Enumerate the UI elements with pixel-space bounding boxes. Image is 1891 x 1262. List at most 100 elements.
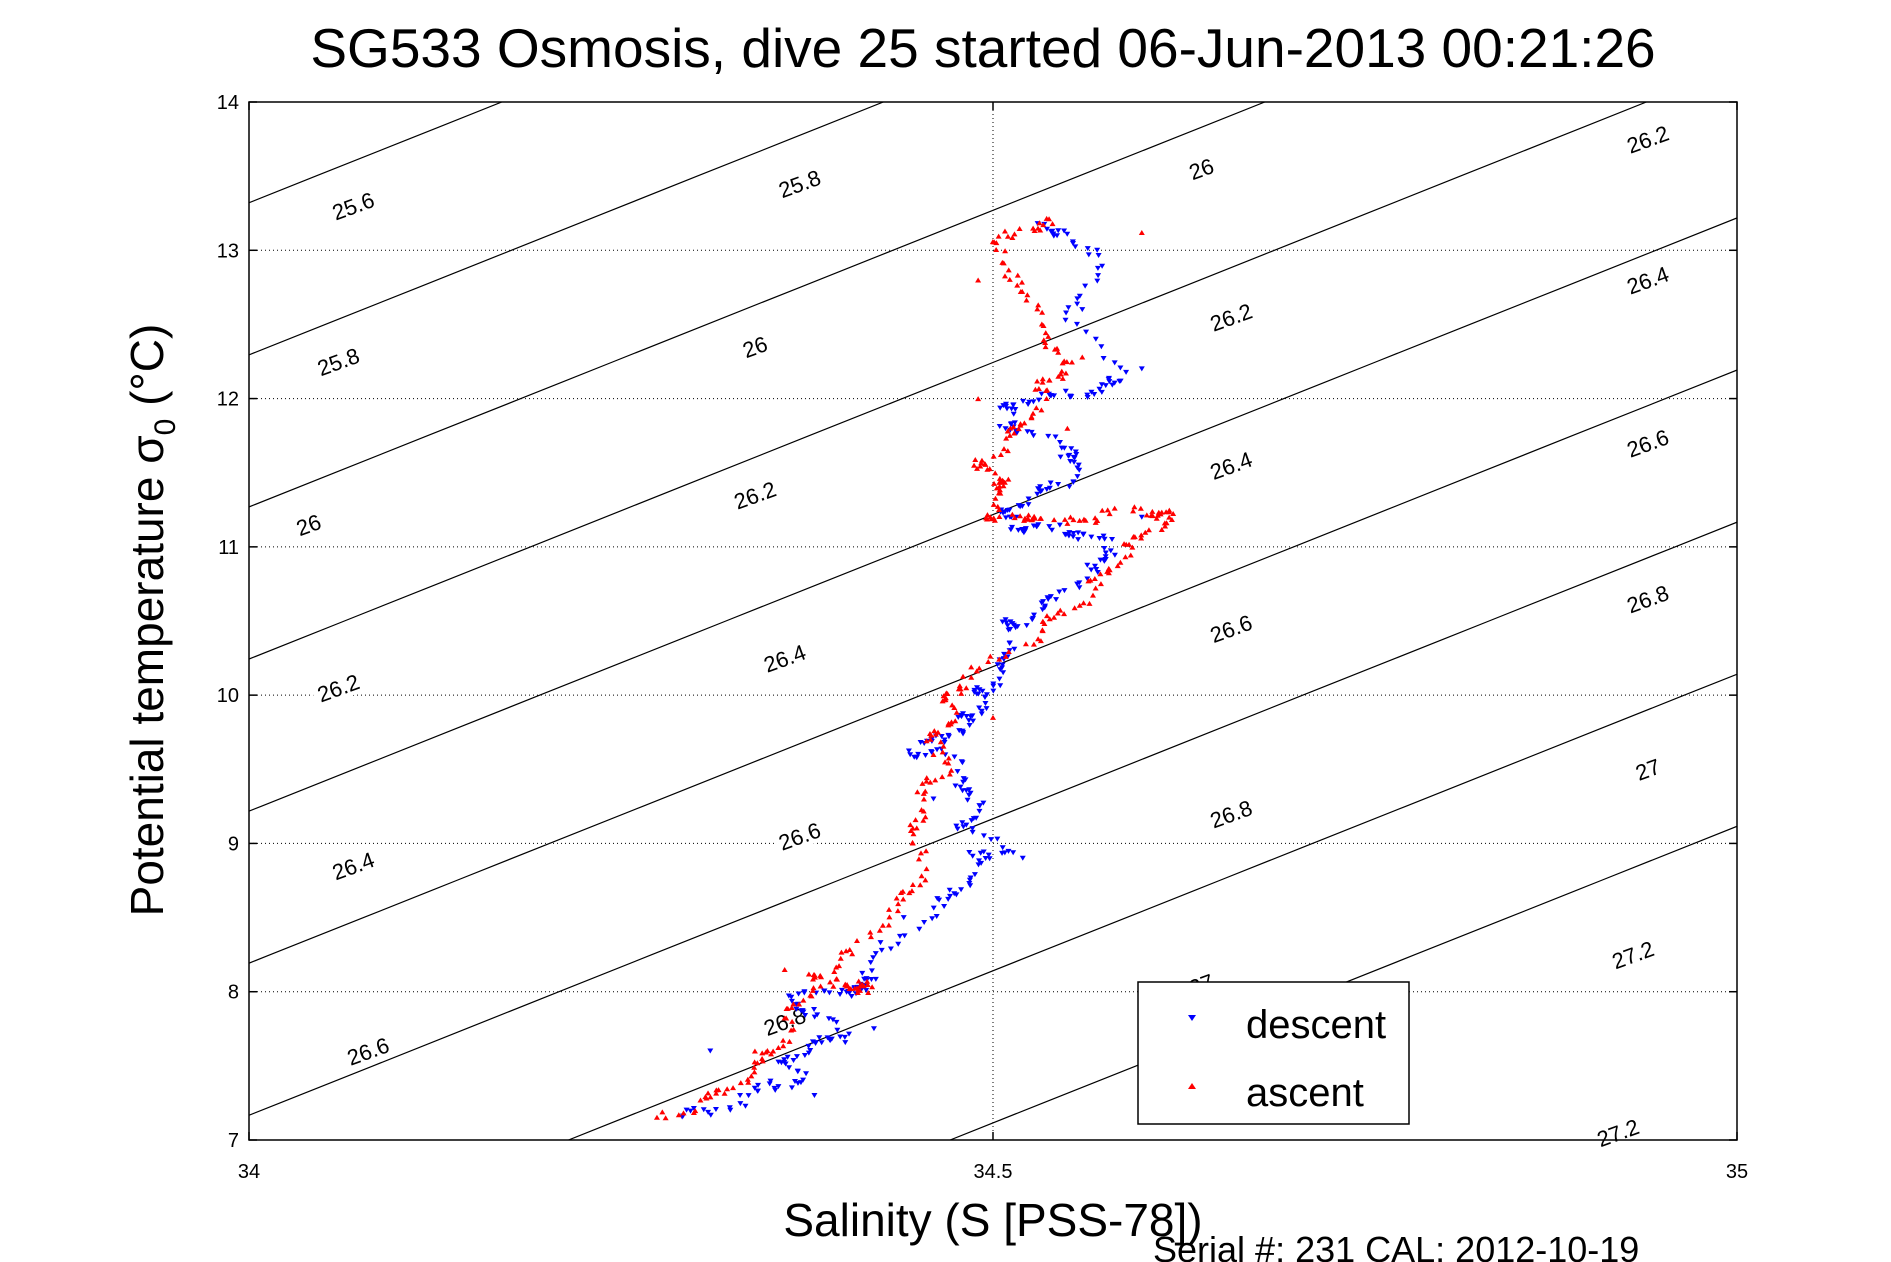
data-point-ascent [996, 513, 1003, 519]
isopycnal-line [249, 102, 1267, 508]
data-point-ascent [985, 659, 992, 665]
contour-label-bg [309, 339, 367, 382]
data-point-ascent [923, 778, 930, 784]
data-point-ascent [908, 888, 915, 894]
data-point-ascent [958, 690, 965, 696]
contour-label-bg [1618, 747, 1677, 790]
data-point-descent [1015, 527, 1022, 533]
data-point-descent [1056, 522, 1063, 528]
data-point-descent [1091, 392, 1098, 398]
contour-label-bg [323, 843, 382, 886]
y-tick-label: 8 [228, 982, 239, 1004]
data-point-ascent [827, 979, 834, 985]
data-point-ascent [1070, 517, 1077, 523]
data-point-descent [1010, 402, 1017, 408]
data-point-descent [977, 850, 984, 856]
data-point-ascent [1117, 559, 1124, 565]
data-point-descent [895, 941, 902, 947]
data-point-descent [1050, 233, 1057, 239]
data-point-descent [1102, 550, 1109, 556]
data-point-ascent [1003, 435, 1010, 441]
data-point-ascent [1106, 511, 1113, 517]
data-point-ascent [946, 771, 953, 777]
data-point-descent [1001, 651, 1008, 657]
data-point-descent [1030, 523, 1037, 529]
legend-label-ascent: ascent [1246, 1071, 1364, 1115]
data-point-descent [1030, 615, 1037, 621]
data-point-descent [1074, 301, 1081, 307]
data-point-descent [1066, 452, 1073, 458]
data-point-descent [1101, 558, 1108, 564]
data-point-descent [969, 826, 976, 832]
data-point-descent [872, 951, 879, 957]
data-point-ascent [1105, 570, 1112, 576]
data-point-ascent [917, 882, 924, 888]
data-point-ascent [1062, 370, 1069, 376]
data-point-descent [953, 892, 960, 898]
data-point-descent [767, 1078, 774, 1084]
data-point-descent [1005, 627, 1012, 633]
data-point-ascent [1142, 529, 1149, 535]
isopycnal-line [948, 825, 1737, 1140]
data-point-descent [1006, 640, 1013, 646]
data-point-descent [1046, 485, 1053, 491]
data-point-ascent [932, 777, 939, 783]
data-point-ascent [974, 465, 981, 471]
data-point-ascent [1028, 414, 1035, 420]
data-point-ascent [986, 466, 993, 472]
data-point-ascent [909, 881, 916, 887]
data-point-descent [1088, 389, 1095, 395]
data-point-ascent [886, 906, 893, 912]
data-point-ascent [730, 1085, 737, 1091]
data-point-descent [1042, 603, 1049, 609]
data-point-descent [712, 1106, 719, 1112]
data-point-descent [965, 718, 972, 724]
data-point-ascent [1018, 279, 1025, 285]
data-point-ascent [939, 698, 946, 704]
data-point-ascent [1006, 276, 1013, 282]
data-point-ascent [899, 888, 906, 894]
data-point-descent [1011, 646, 1018, 652]
data-point-descent [938, 734, 945, 740]
data-point-ascent [937, 739, 944, 745]
data-point-ascent [1044, 387, 1051, 393]
data-point-ascent [1019, 288, 1026, 294]
data-point-ascent [1038, 321, 1045, 327]
data-point-ascent [1030, 641, 1037, 647]
data-point-descent [1068, 446, 1075, 452]
data-point-descent [802, 1012, 809, 1018]
data-point-descent [1083, 329, 1090, 335]
data-point-descent [963, 822, 970, 828]
contour-label-bg [1618, 117, 1677, 160]
data-point-ascent [751, 1064, 758, 1070]
series-ascent [653, 215, 1177, 1121]
contour-label-bg [725, 472, 784, 516]
data-point-ascent [1017, 513, 1024, 519]
data-point-ascent [800, 997, 807, 1003]
data-point-descent [969, 829, 976, 835]
data-point-ascent [818, 974, 825, 980]
data-point-ascent [1061, 611, 1068, 617]
data-point-ascent [653, 1114, 660, 1120]
data-point-ascent [1061, 358, 1068, 364]
data-point-descent [911, 754, 918, 760]
data-point-ascent [1043, 613, 1050, 619]
data-point-descent [826, 990, 833, 996]
contour-label-bg [1172, 146, 1230, 189]
data-point-ascent [956, 683, 963, 689]
y-tick-label: 9 [228, 833, 239, 855]
data-point-ascent [1011, 515, 1018, 521]
data-point-ascent [920, 808, 927, 814]
data-point-descent [814, 1012, 821, 1018]
data-point-ascent [1046, 377, 1053, 383]
data-point-ascent [1163, 520, 1170, 526]
y-tick-label: 14 [217, 92, 239, 114]
data-point-descent [933, 913, 940, 919]
data-point-descent [1072, 244, 1079, 250]
data-point-descent [980, 833, 987, 839]
data-point-descent [960, 731, 967, 737]
data-point-ascent [1000, 478, 1007, 484]
plot-background [249, 102, 1737, 1140]
data-point-ascent [1030, 410, 1037, 416]
